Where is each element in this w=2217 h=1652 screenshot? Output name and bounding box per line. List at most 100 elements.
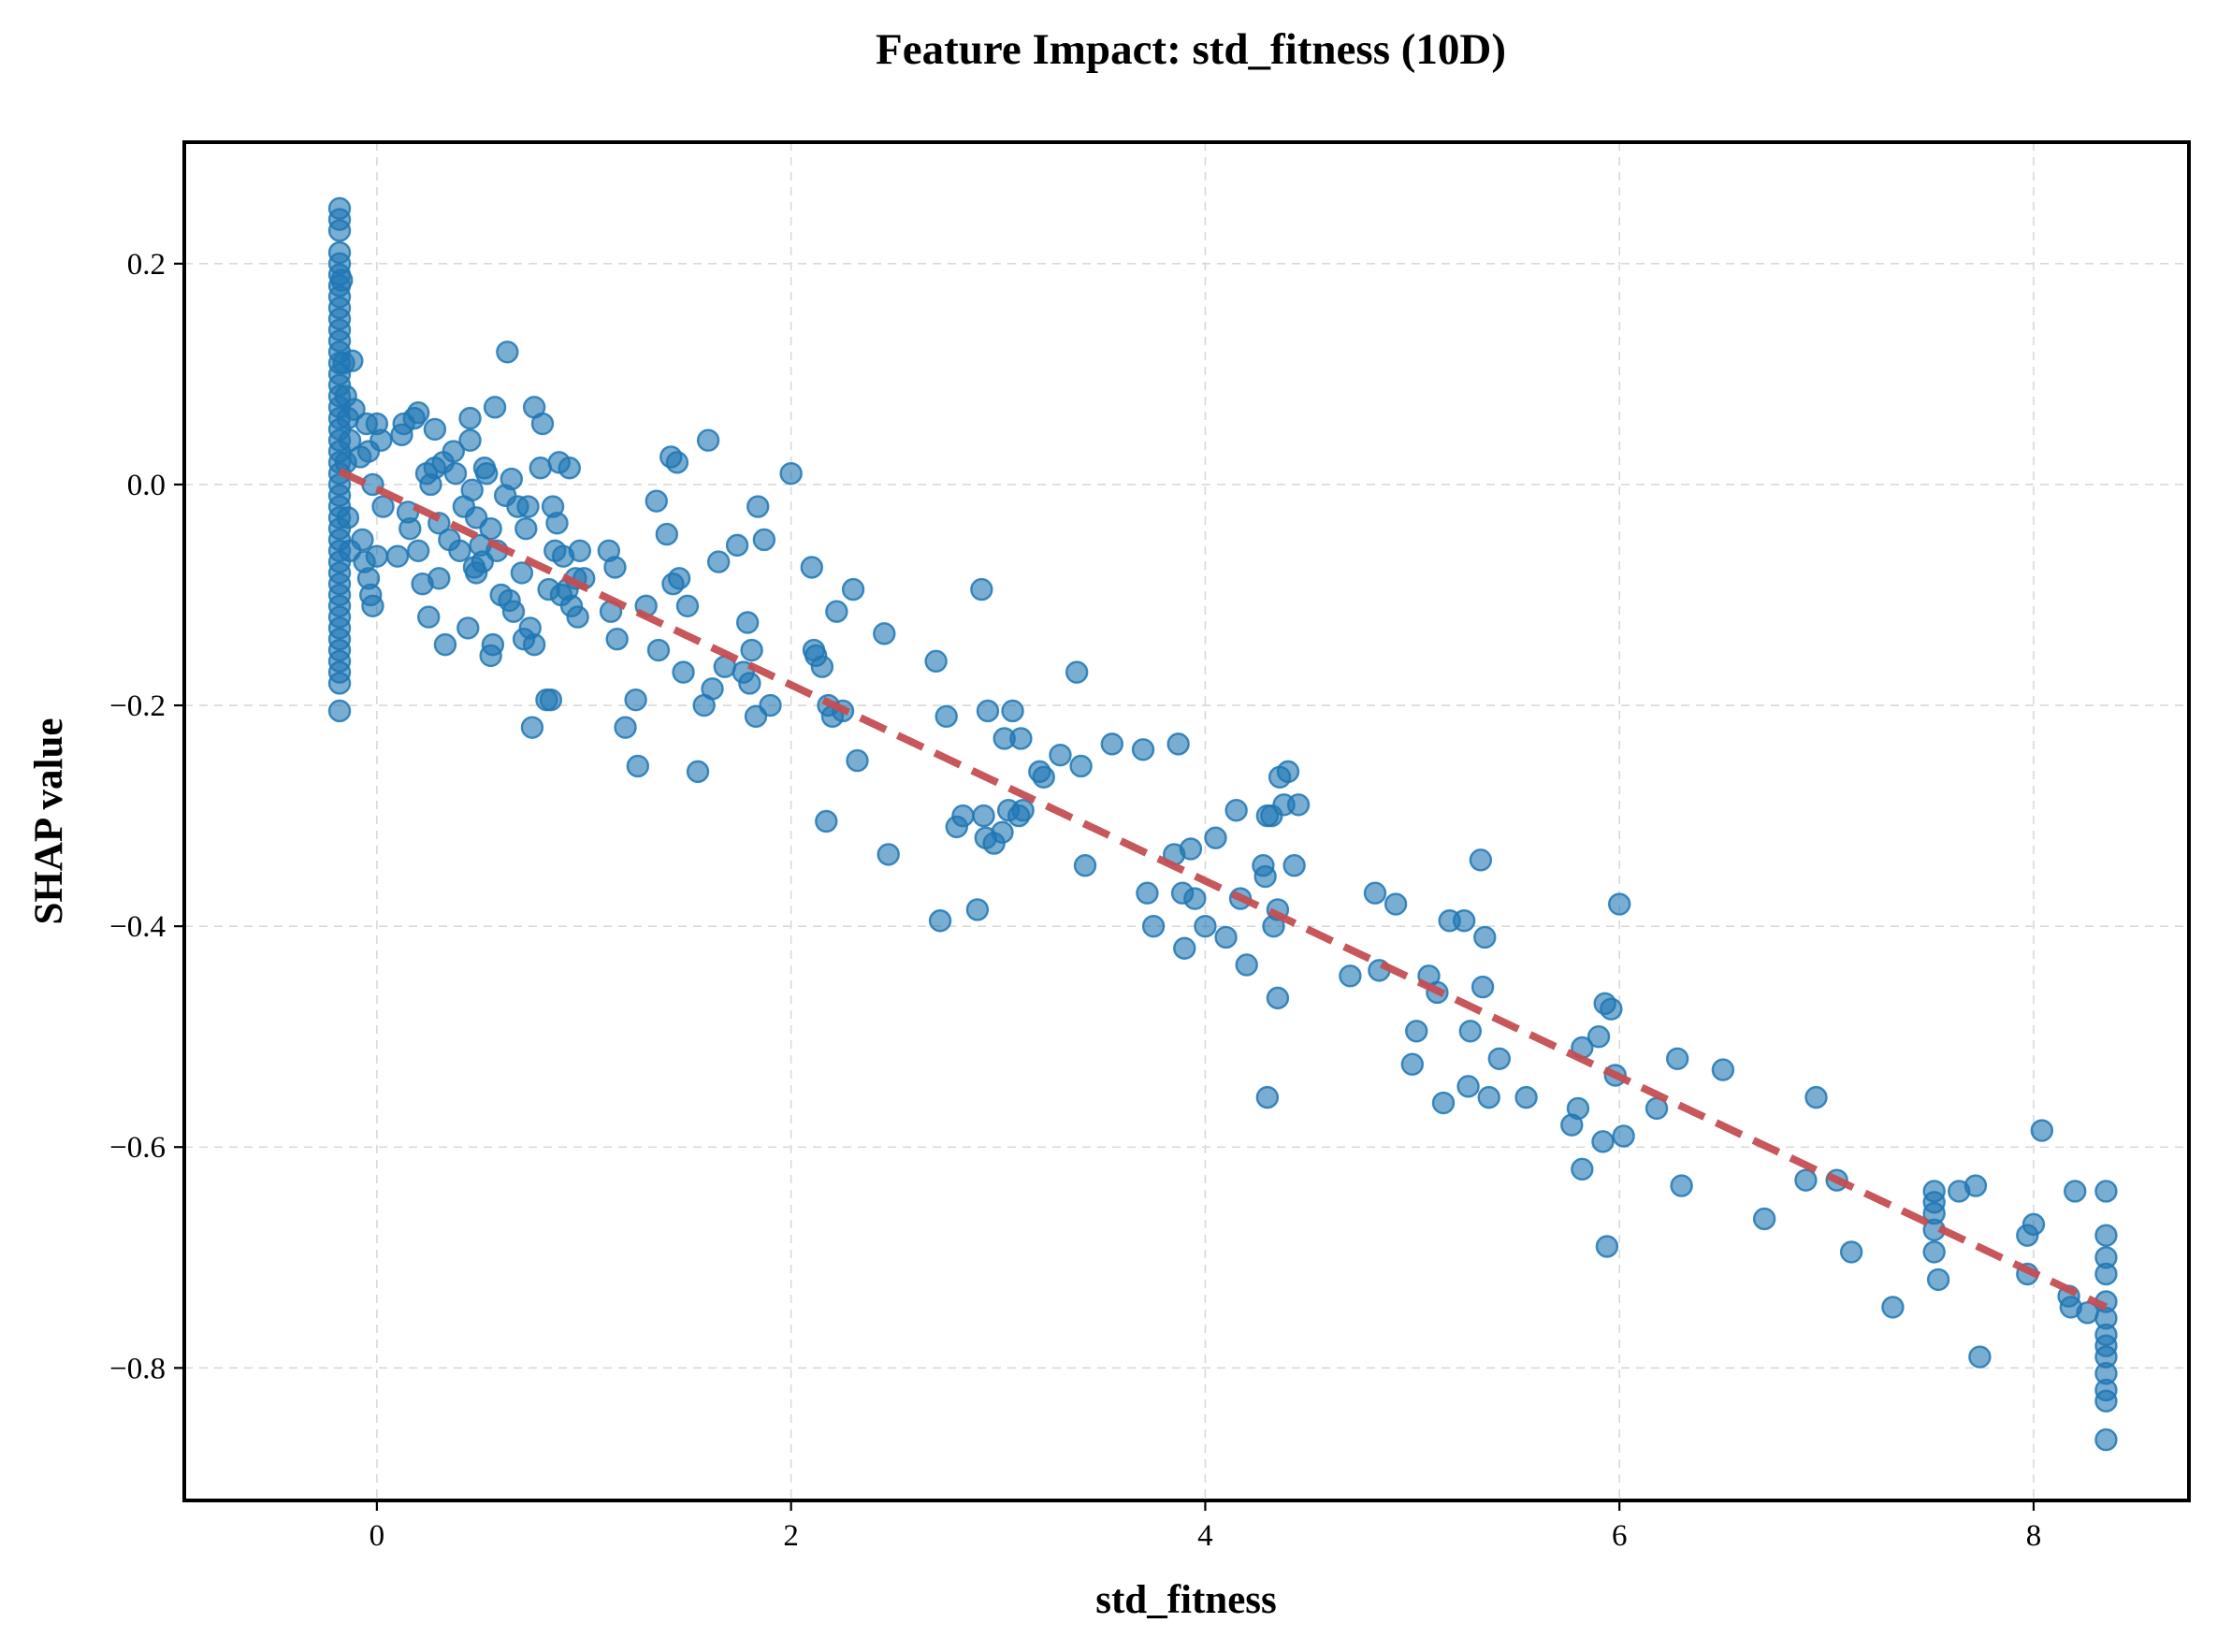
scatter-point — [327, 699, 352, 723]
scatter-point — [1487, 1047, 1511, 1071]
scatter-point — [928, 909, 952, 933]
scatter-point — [1131, 738, 1155, 761]
scatter-point — [1339, 964, 1362, 988]
scatter-point — [514, 516, 538, 541]
scatter-point — [1752, 1207, 1776, 1231]
scatter-point — [991, 820, 1014, 845]
scatter-point — [1881, 1296, 1905, 1319]
scatter-point — [1073, 854, 1097, 877]
scatter-point — [1235, 953, 1258, 977]
scatter-point — [759, 693, 782, 717]
scatter-point — [566, 605, 589, 629]
scatter-point — [873, 622, 896, 645]
scatter-point — [972, 804, 995, 828]
scatter-point — [1458, 1020, 1482, 1043]
scatter-point — [951, 804, 975, 828]
scatter-point — [1194, 914, 1217, 938]
data-points — [327, 196, 2118, 1452]
scatter-point — [1224, 798, 1248, 822]
scatter-point — [675, 594, 700, 618]
y-tick-label: −0.4 — [109, 910, 166, 944]
scatter-point — [1032, 765, 1055, 789]
scatter-point — [2030, 1119, 2054, 1142]
scatter-point — [1473, 925, 1497, 949]
scatter-point — [460, 478, 484, 502]
x-tick-label: 6 — [1612, 1519, 1628, 1553]
scatter-point — [1587, 1024, 1611, 1049]
scatter-point — [624, 688, 647, 712]
scatter-point — [427, 567, 451, 590]
scatter-point — [1431, 1091, 1456, 1115]
scatter-point — [406, 401, 430, 425]
x-tick-label: 2 — [783, 1519, 799, 1553]
scatter-point — [626, 754, 650, 778]
scatter-point — [1166, 732, 1190, 756]
scatter-point — [1286, 793, 1311, 817]
scatter-point — [433, 632, 457, 657]
plot-frame — [182, 140, 2191, 1502]
scatter-point — [686, 760, 710, 784]
scatter-point — [701, 677, 724, 701]
scatter-point — [1922, 1240, 1946, 1264]
scatter-point — [825, 600, 848, 623]
scatter-point — [746, 495, 770, 518]
scatter-point — [1794, 1168, 1818, 1192]
scatter-point — [735, 611, 760, 634]
x-axis-label: std_fitness — [1095, 1578, 1277, 1622]
scatter-point — [1405, 1020, 1428, 1043]
scatter-point — [1009, 727, 1033, 750]
scatter-point — [496, 341, 519, 364]
scatter-point — [1452, 909, 1476, 933]
scatter-point — [458, 428, 482, 452]
scatter-point — [530, 412, 555, 436]
scatter-point — [443, 461, 468, 485]
scatter-point — [738, 672, 761, 695]
scatter-point — [965, 898, 990, 921]
y-tick-label: −0.6 — [109, 1131, 166, 1165]
x-axis-ticks: 0 2 4 6 8 — [370, 1500, 2041, 1553]
scatter-point — [1968, 1345, 1992, 1369]
scatter-point — [1839, 1240, 1863, 1264]
scatter-point — [1141, 914, 1166, 938]
scatter-point — [924, 649, 948, 674]
scatter-point — [330, 268, 354, 292]
scatter-point — [614, 716, 637, 739]
scatter-point — [1136, 881, 1159, 905]
scatter-point — [479, 516, 502, 541]
scatter-point — [327, 219, 352, 242]
scatter-point — [1266, 986, 1290, 1010]
scatter-point — [2094, 1180, 2118, 1203]
scatter-point — [1179, 837, 1203, 861]
scatter-point — [667, 567, 691, 590]
y-tick-label: −0.2 — [109, 689, 166, 723]
scatter-point — [1471, 975, 1495, 999]
scatter-point — [646, 638, 671, 662]
scatter-point — [510, 561, 534, 585]
scatter-point — [1963, 1174, 1988, 1197]
scatter-point — [370, 428, 393, 452]
scatter-point — [1566, 1096, 1590, 1121]
x-tick-label: 0 — [370, 1519, 385, 1553]
scatter-point — [1065, 660, 1089, 684]
scatter-point — [1282, 854, 1306, 877]
scatter-point — [1100, 732, 1124, 756]
scatter-point — [520, 716, 544, 739]
scatter-point — [605, 628, 629, 651]
scatter-point — [1665, 1047, 1689, 1071]
y-tick-label: 0.0 — [127, 469, 166, 502]
scatter-point — [1711, 1058, 1735, 1081]
scatter-point — [672, 660, 695, 684]
scatter-point — [1595, 1235, 1619, 1258]
scatter-point — [336, 506, 360, 529]
scatter-point — [475, 461, 499, 485]
scatter-point — [970, 577, 993, 601]
scatter-point — [371, 495, 395, 518]
scatter-point — [516, 495, 540, 518]
scatter-point — [645, 489, 668, 513]
scatter-point — [351, 528, 374, 552]
scatter-point — [423, 417, 447, 442]
scatter-point — [365, 544, 389, 568]
scatter-point — [665, 451, 689, 474]
scatter-point — [481, 632, 505, 657]
